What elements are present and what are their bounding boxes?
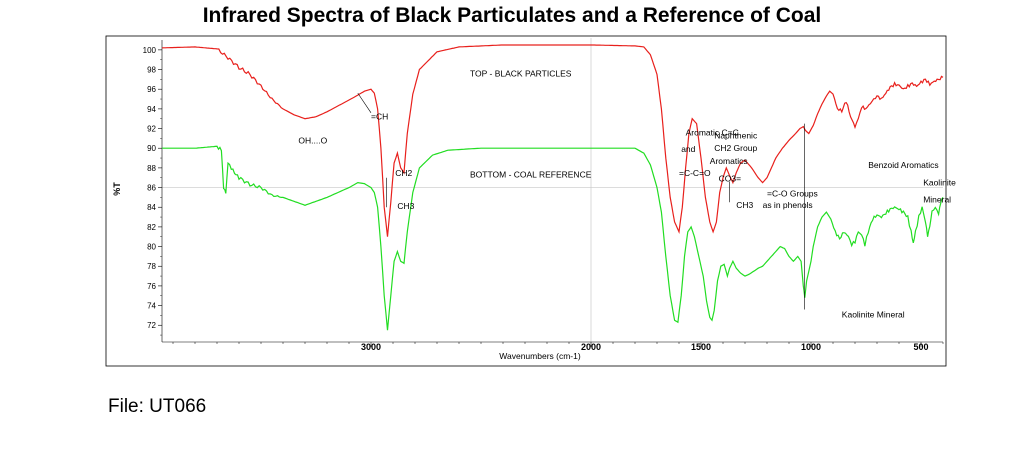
- annotation-label: =C-C=O: [679, 168, 711, 178]
- y-tick-label: 72: [147, 321, 156, 330]
- chart-title: Infrared Spectra of Black Particulates a…: [202, 4, 822, 27]
- annotation-label: OH....O: [298, 135, 327, 145]
- x-tick-label: 2000: [581, 342, 601, 352]
- x-tick-label: 1500: [691, 342, 711, 352]
- x-tick-label: 1000: [801, 342, 821, 352]
- series-line-top-black-particles: [161, 44, 944, 237]
- y-tick-label: 86: [147, 184, 156, 193]
- leader-ch: [357, 92, 372, 113]
- y-tick-label: 74: [147, 302, 156, 311]
- x-tick-label: 3000: [361, 342, 381, 352]
- annotation-label: CH2: [395, 168, 412, 178]
- annotation-label: Aromatics: [710, 156, 748, 166]
- y-tick-label: 100: [143, 46, 157, 55]
- y-tick-label: 76: [147, 282, 156, 291]
- y-tick-label: 88: [147, 164, 156, 173]
- y-tick-label: 90: [147, 144, 156, 153]
- annotation-label: Naphthenic: [714, 130, 758, 140]
- annotation-label: and: [681, 144, 695, 154]
- file-caption: File: UT066: [108, 396, 207, 417]
- annotation-label: =C-O Groups: [767, 188, 818, 198]
- x-tick-label: 500: [913, 342, 928, 352]
- x-axis-label: Wavenumbers (cm-1): [499, 351, 581, 361]
- annotation-label: BOTTOM - COAL REFERENCE: [470, 170, 592, 180]
- annotation-label: CH2 Group: [714, 143, 757, 153]
- annotation-label: Mineral: [923, 194, 951, 204]
- y-tick-label: 94: [147, 105, 156, 114]
- annotation-label: TOP - BLACK PARTICLES: [470, 68, 572, 78]
- annotation-label: Benzoid Aromatics: [868, 160, 938, 170]
- series-line-bottom-coal-reference: [162, 145, 944, 331]
- y-tick-label: 92: [147, 125, 156, 134]
- annotation-label: as in phenols: [763, 200, 813, 210]
- annotation-label: Kaolinite: [923, 178, 956, 188]
- y-tick-label: 80: [147, 243, 156, 252]
- plot-frame: [105, 35, 947, 367]
- annotation-label: CH3: [397, 201, 414, 211]
- y-tick-label: 84: [147, 203, 156, 212]
- annotation-label: CO3=: [719, 174, 741, 184]
- annotation-label: Kaolinite Mineral: [842, 309, 905, 319]
- y-tick-label: 82: [147, 223, 156, 232]
- y-tick-label: 98: [147, 66, 156, 75]
- annotation-label: CH3: [736, 200, 753, 210]
- annotation-label: =CH: [371, 112, 388, 122]
- annotation-label: Aromatic C=C: [686, 127, 739, 137]
- y-tick-label: 96: [147, 85, 156, 94]
- y-axis-label: %T: [112, 182, 122, 196]
- y-tick-label: 78: [147, 262, 156, 271]
